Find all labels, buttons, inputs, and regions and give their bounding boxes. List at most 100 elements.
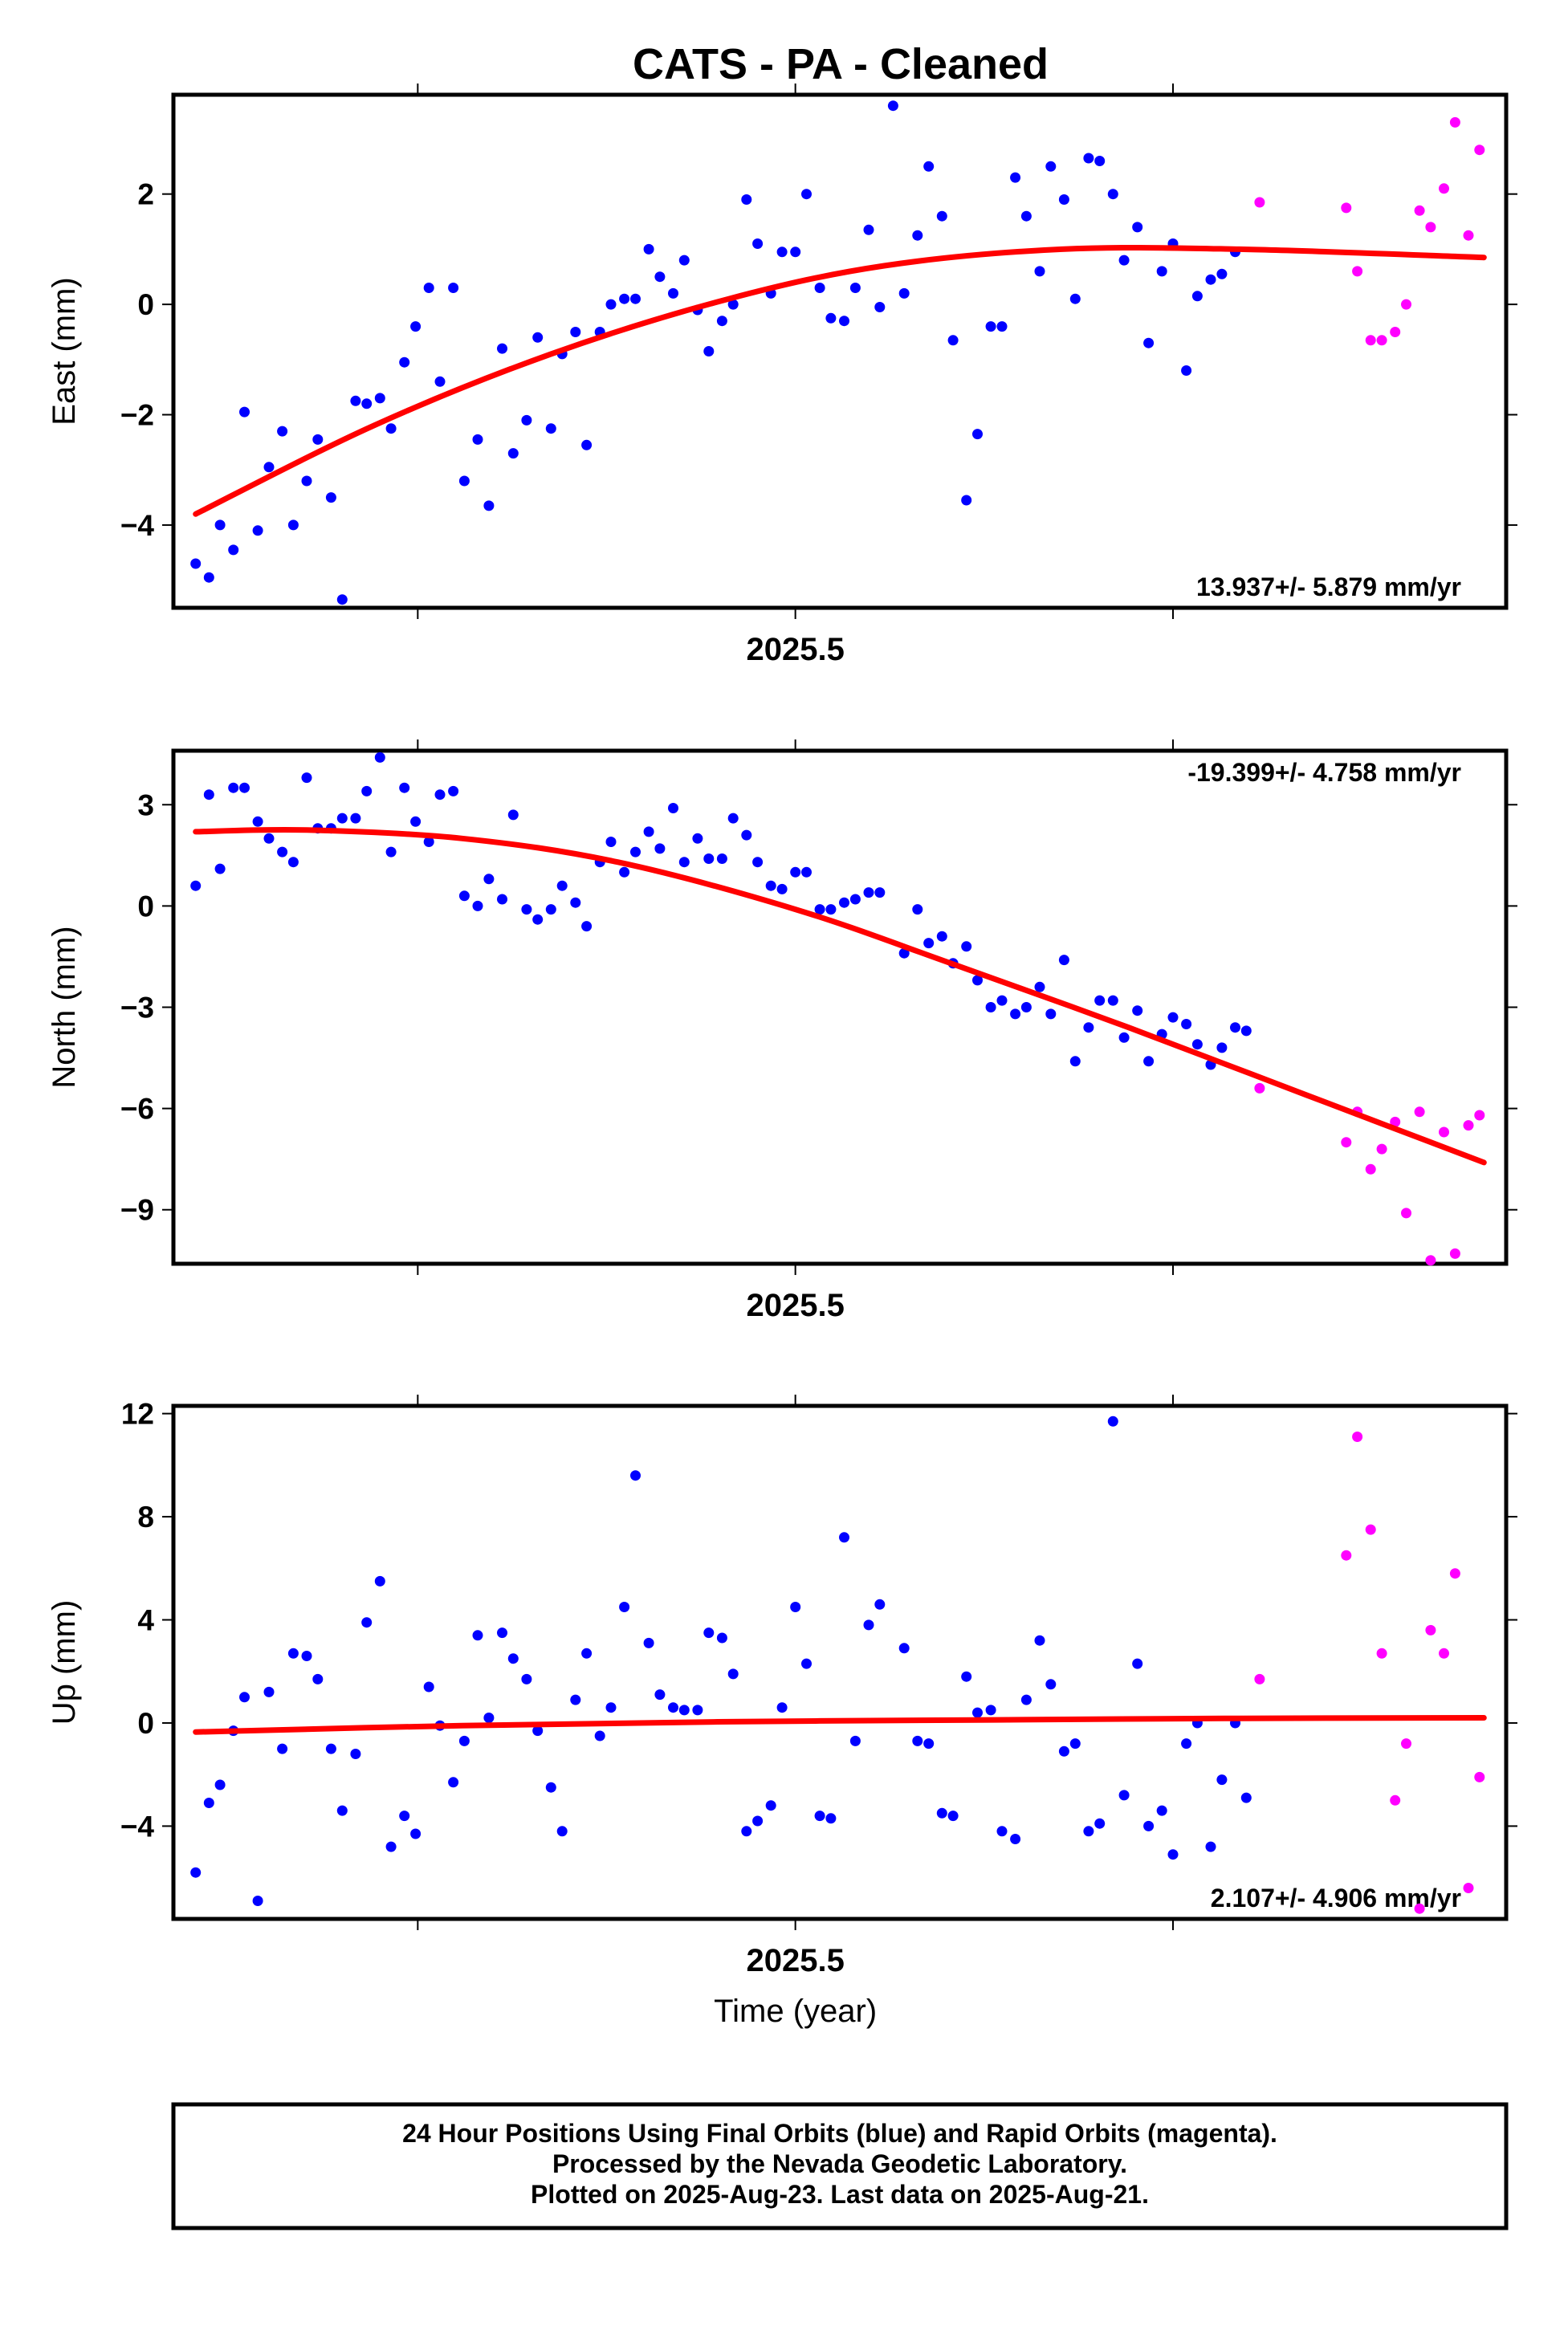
final-orbit-point <box>839 316 849 327</box>
final-orbit-point <box>630 293 641 304</box>
final-orbit-point <box>1132 1658 1143 1669</box>
final-orbit-point <box>678 255 690 266</box>
final-orbit-point <box>668 287 678 299</box>
final-orbit-point <box>252 525 263 536</box>
north-panel: −9 −6 −3 0 3 2025.5 North (mm) -19.399+/- 4.758… <box>47 739 1517 1323</box>
final-orbit-point <box>1094 156 1106 166</box>
final-orbit-point <box>434 789 446 800</box>
x-axis-label: Time (year) <box>714 1994 877 2029</box>
rapid-orbit-point <box>1401 1208 1411 1219</box>
final-orbit-point <box>399 356 410 368</box>
final-orbit-point <box>458 890 470 902</box>
final-orbit-point <box>399 782 410 793</box>
final-orbit-point <box>972 975 983 986</box>
x-tick-label: 2025.5 <box>746 1288 844 1323</box>
final-orbit-point <box>203 572 214 583</box>
final-orbit-point <box>581 1648 593 1659</box>
final-orbit-point <box>996 1826 1008 1837</box>
final-orbit-point <box>776 1702 788 1713</box>
final-orbit-point <box>790 1602 801 1612</box>
final-orbit-point <box>874 887 886 898</box>
final-orbit-point <box>1118 1790 1130 1801</box>
x-tick-label: 2025.5 <box>746 1943 844 1978</box>
final-orbit-point <box>776 246 788 258</box>
final-orbit-point <box>1181 365 1192 376</box>
final-orbit-point <box>898 287 910 299</box>
final-orbit-point <box>472 1630 483 1641</box>
final-orbit-point <box>312 1673 324 1684</box>
final-orbit-point <box>643 1637 654 1648</box>
final-orbit-point <box>692 1705 703 1716</box>
final-orbit-point <box>277 1743 288 1754</box>
final-orbit-point <box>361 398 373 409</box>
final-orbit-point <box>605 299 617 310</box>
final-orbit-point <box>1191 1039 1203 1050</box>
caption-line-1: 24 Hour Positions Using Final Orbits (bl… <box>402 2119 1277 2148</box>
final-orbit-point <box>1069 293 1081 304</box>
rapid-orbit-point <box>1463 1120 1474 1131</box>
final-orbit-point <box>350 1749 361 1759</box>
final-orbit-point <box>1143 1056 1155 1067</box>
final-orbit-point <box>678 857 690 868</box>
final-orbit-point <box>556 1826 568 1837</box>
final-orbit-point <box>716 1632 727 1644</box>
final-orbit-point <box>961 941 972 952</box>
final-orbit-point <box>752 1815 764 1827</box>
final-orbit-point <box>448 1777 459 1788</box>
final-orbit-point <box>532 914 544 925</box>
rapid-orbit-point <box>1414 1903 1425 1914</box>
final-orbit-point <box>325 1743 336 1754</box>
final-orbit-point <box>996 995 1008 1006</box>
final-orbit-point <box>985 1002 996 1012</box>
final-orbit-point <box>912 230 923 241</box>
plot-frame <box>171 1403 1509 1921</box>
final-orbit-point <box>545 904 556 915</box>
final-orbit-point <box>483 500 495 511</box>
final-orbit-point <box>374 1575 385 1587</box>
final-orbit-point <box>887 100 898 112</box>
final-orbit-point <box>1010 1008 1021 1020</box>
final-orbit-point <box>643 826 654 837</box>
chart-title: CATS - PA - Cleaned <box>633 40 1049 88</box>
final-orbit-point <box>825 312 837 324</box>
final-orbit-point <box>727 299 739 310</box>
y-tick-label: 0 <box>137 890 154 923</box>
final-orbit-point <box>630 1470 641 1481</box>
final-orbit-point <box>863 224 874 235</box>
final-orbit-point <box>839 897 849 908</box>
final-orbit-point <box>619 866 630 878</box>
final-orbit-point <box>619 1602 630 1612</box>
final-orbit-point <box>532 1725 544 1737</box>
final-orbit-point <box>252 1896 263 1906</box>
final-orbit-point <box>703 853 715 864</box>
y-tick-label: 0 <box>137 288 154 321</box>
final-orbit-point <box>545 1782 556 1793</box>
rapid-orbit-point <box>1449 1248 1460 1259</box>
rapid-orbit-point <box>1474 1771 1485 1782</box>
final-orbit-point <box>825 1813 837 1824</box>
final-orbit-point <box>741 1826 752 1837</box>
final-orbit-point <box>556 880 568 891</box>
final-orbit-point <box>1132 222 1143 233</box>
rapid-orbit-point <box>1474 1110 1485 1121</box>
final-orbit-point <box>336 1805 348 1816</box>
final-orbit-point <box>801 866 812 878</box>
final-orbit-point <box>472 434 483 445</box>
final-orbit-point <box>801 1658 812 1669</box>
final-orbit-point <box>385 846 397 857</box>
final-orbit-point <box>814 283 825 293</box>
rapid-orbit-point <box>1425 1624 1436 1635</box>
fit-curve <box>193 244 1487 517</box>
rapid-orbit-point <box>1376 335 1387 346</box>
final-orbit-point <box>1058 1745 1069 1757</box>
final-orbit-point <box>825 904 837 915</box>
final-orbit-point <box>849 894 861 905</box>
final-orbit-point <box>287 857 299 868</box>
y-tick-label: 8 <box>137 1501 154 1534</box>
final-orbit-point <box>1107 995 1118 1006</box>
final-orbit-point <box>947 335 959 346</box>
final-orbit-point <box>263 462 275 473</box>
y-tick-label: −3 <box>120 992 154 1024</box>
final-orbit-point <box>1020 1002 1032 1012</box>
final-orbit-point <box>1156 266 1167 277</box>
